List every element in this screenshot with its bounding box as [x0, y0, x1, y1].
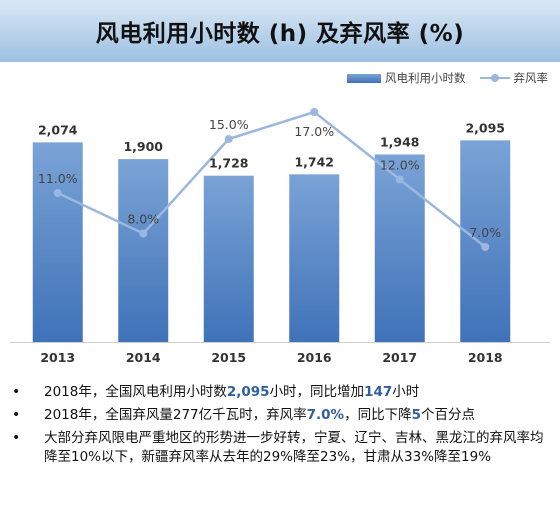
rate-label-2014: 8.0%	[127, 212, 159, 227]
note-text: 2018年，全国风电利用小时数	[44, 384, 227, 400]
bar-2015	[203, 175, 254, 342]
bar-2016	[289, 174, 340, 342]
rate-point-2017	[395, 175, 404, 184]
chart-legend: 风电利用小时数 弃风率	[333, 70, 548, 86]
rate-point-2016	[310, 108, 319, 116]
bar-value-label-2014: 1,900	[123, 139, 163, 154]
rate-label-2015: 15.0%	[209, 117, 249, 132]
note-item: 大部分弃风限电严重地区的形势进一步好转，宁夏、辽宁、吉林、黑龙江的弃风率均降至1…	[6, 429, 554, 467]
rate-label-2017: 12.0%	[380, 158, 420, 173]
note-highlight: 5	[411, 407, 421, 423]
bar-value-label-2017: 1,948	[380, 135, 420, 150]
note-text: 2018年，全国弃风量277亿千瓦时，弃风率	[44, 407, 307, 423]
legend-rate-label: 弃风率	[513, 71, 549, 85]
rate-label-2018: 7.0%	[469, 225, 501, 240]
note-highlight: 7.0%	[306, 407, 345, 423]
x-tick-label-2018: 2018	[468, 350, 503, 365]
rate-line	[57, 110, 487, 248]
x-tick-label-2013: 2013	[40, 350, 75, 365]
note-text: 大部分弃风限电严重地区的形势进一步好转，宁夏、辽宁、吉林、黑龙江的弃风率均降至1…	[44, 430, 544, 465]
notes-list: 2018年，全国风电利用小时数2,095小时，同比增加147小时2018年，全国…	[6, 383, 554, 471]
legend-line-swatch	[479, 74, 510, 82]
combo-chart: 2,074 2013 1,900 2014 1,728 2015 1,742 2016 1,94…	[10, 108, 550, 365]
legend-bar-swatch	[347, 73, 381, 83]
bar-value-label-2016: 1,742	[294, 154, 334, 169]
chart-title: 风电利用小时数 (h) 及弃风率 (%)	[95, 21, 465, 47]
bar-2013	[32, 142, 83, 342]
note-highlight: 147	[364, 384, 393, 400]
x-tick-label-2017: 2017	[382, 350, 417, 365]
note-text: 小时，同比增加	[269, 384, 365, 400]
note-text: 小时	[392, 384, 420, 400]
bar-2018	[460, 140, 511, 342]
legend-item-rate: 弃风率	[479, 70, 549, 86]
note-text: 个百分点	[420, 407, 475, 423]
bar-2017	[374, 154, 425, 342]
legend-hours-label: 风电利用小时数	[385, 71, 466, 85]
note-text: ，同比下降	[344, 407, 412, 423]
note-highlight: 2,095	[226, 384, 270, 400]
x-tick-label-2014: 2014	[126, 350, 161, 365]
bar-2014	[118, 159, 169, 342]
bar-value-label-2015: 1,728	[209, 156, 249, 171]
legend-item-hours: 风电利用小时数	[347, 70, 466, 86]
rate-label-2016: 17.0%	[294, 124, 334, 139]
x-tick-label-2015: 2015	[211, 350, 246, 365]
note-item: 2018年，全国弃风量277亿千瓦时，弃风率7.0%，同比下降5个百分点	[6, 406, 554, 425]
note-item: 2018年，全国风电利用小时数2,095小时，同比增加147小时	[6, 383, 554, 402]
rate-label-2013: 11.0%	[38, 171, 78, 186]
rate-point-2018	[481, 243, 490, 251]
rate-point-2015	[224, 135, 233, 143]
rate-point-2014	[139, 229, 148, 238]
title-banner: 风电利用小时数 (h) 及弃风率 (%)	[0, 0, 560, 62]
x-tick-label-2016: 2016	[297, 350, 332, 365]
bar-value-label-2018: 2,095	[465, 120, 505, 135]
rate-point-2013	[53, 189, 62, 197]
bar-value-label-2013: 2,074	[38, 122, 78, 137]
